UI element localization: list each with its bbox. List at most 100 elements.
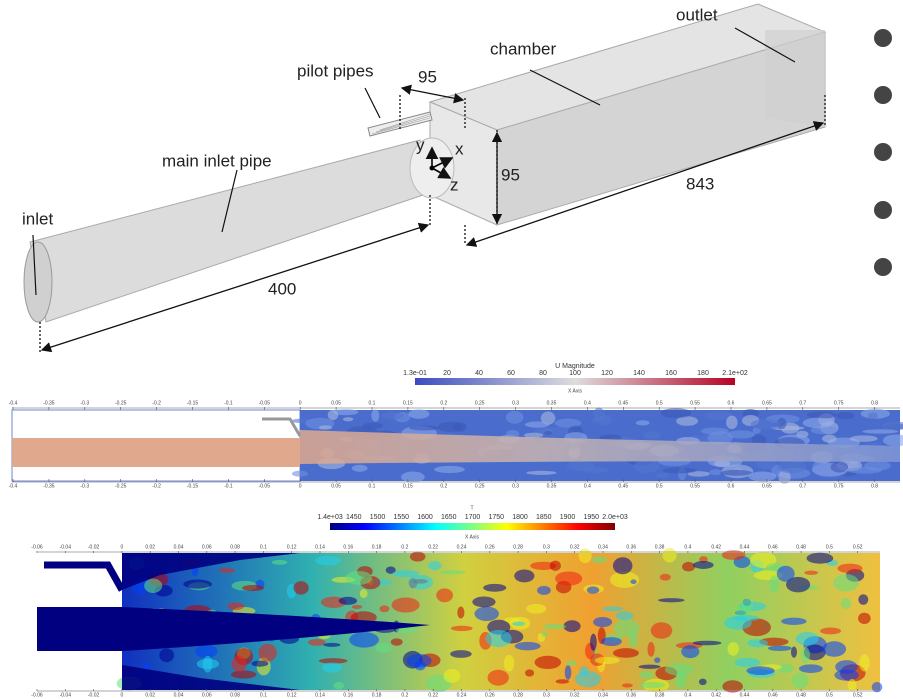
texture	[709, 469, 722, 475]
texture	[504, 655, 514, 672]
axis-tick-label: -0.02	[88, 692, 100, 698]
texture	[535, 656, 562, 669]
texture	[751, 419, 782, 430]
label: inlet	[22, 209, 53, 228]
texture	[602, 606, 623, 611]
texture	[591, 556, 607, 563]
axis-tick-label: 0.3	[543, 692, 550, 698]
texture	[634, 460, 660, 473]
texture	[601, 637, 622, 646]
texture	[643, 432, 660, 440]
texture	[647, 642, 654, 657]
axis-tick-label: 0.65	[762, 483, 772, 489]
texture	[556, 679, 569, 683]
texture	[656, 473, 669, 478]
texture	[450, 650, 472, 658]
axis-tick-label: 0.28	[513, 692, 523, 698]
texture	[714, 460, 730, 467]
axis-tick-label: -0.3	[80, 400, 89, 406]
colorbar-label: 1950	[583, 514, 599, 521]
texture	[836, 412, 854, 419]
texture	[360, 589, 368, 598]
texture	[681, 645, 699, 658]
axis-tick-label: 0.6	[728, 483, 735, 489]
axis-tick-label: 0.52	[853, 544, 863, 550]
axis-label: x	[455, 139, 464, 158]
texture	[506, 411, 524, 424]
axis-tick-label: -0.3	[80, 483, 89, 489]
texture	[663, 467, 697, 473]
texture	[349, 632, 379, 648]
axis-tick-label: 0.3	[543, 544, 550, 550]
axis-tick-label: -0.15	[187, 400, 199, 406]
texture	[847, 467, 882, 474]
texture	[582, 467, 609, 472]
axis-tick-label: -0.05	[259, 400, 271, 406]
axis-tick-label: 0.1	[369, 483, 376, 489]
texture	[525, 669, 534, 676]
page: outlet chamber pilot pipes 95 95 843 mai…	[0, 0, 903, 699]
axis-tick-label: 0.35	[547, 400, 557, 406]
axis-tick-label: 0	[299, 400, 302, 406]
axis-tick-label: 0.24	[457, 692, 467, 698]
dimension-label: 843	[686, 174, 714, 193]
axis-tick-label: -0.06	[31, 544, 43, 550]
colorbar-label: 100	[569, 370, 581, 377]
colorbar-label: 1500	[370, 514, 386, 521]
axis-tick-label: -0.2	[152, 400, 161, 406]
label: pilot pipes	[297, 61, 374, 80]
texture	[777, 566, 795, 582]
texture	[328, 410, 339, 420]
texture	[451, 626, 473, 631]
texture	[590, 634, 597, 651]
texture	[792, 673, 809, 689]
axis-tick-label: 0.42	[711, 692, 721, 698]
axis-tick-label: 0.75	[834, 400, 844, 406]
texture	[443, 669, 460, 683]
texture	[440, 570, 466, 574]
axis-label: y	[416, 135, 425, 154]
axis-tick-label: 0.05	[331, 483, 341, 489]
texture	[512, 621, 525, 626]
texture	[231, 670, 257, 678]
texture	[408, 575, 433, 590]
colorbar-label: 140	[633, 370, 645, 377]
texture	[820, 628, 841, 635]
texture	[622, 683, 633, 687]
colorbar-label: 1650	[441, 514, 457, 521]
texture	[658, 598, 685, 602]
texture	[587, 586, 599, 593]
axis-tick-label: 0.04	[174, 692, 184, 698]
axis-tick-label: 0.6	[728, 400, 735, 406]
axis-tick-label: 0.8	[871, 400, 878, 406]
axis-tick-label: 0.16	[343, 544, 353, 550]
colorbar	[415, 378, 735, 385]
texture	[488, 670, 509, 686]
texture	[415, 661, 426, 671]
axis-tick-label: -0.35	[43, 483, 55, 489]
texture	[724, 616, 751, 630]
dimension-label: 95	[501, 165, 520, 184]
texture	[613, 557, 633, 574]
texture	[457, 607, 464, 619]
axis-tick-label: 0.38	[655, 692, 665, 698]
axis-title: X Axis	[465, 534, 479, 540]
axis-tick-label: 0.3	[512, 483, 519, 489]
colorbar-label: 180	[697, 370, 709, 377]
texture	[850, 435, 878, 442]
axis-tick-label: 0.14	[315, 692, 325, 698]
texture	[409, 425, 439, 430]
axis-tick-label: -0.1	[224, 400, 233, 406]
texture	[746, 666, 774, 675]
axis-tick-label: 0.1	[260, 544, 267, 550]
texture	[735, 658, 761, 667]
colorbar-label: 20	[443, 370, 451, 377]
colorbar-label: 60	[507, 370, 515, 377]
dimension-label: 400	[268, 279, 296, 298]
texture	[537, 586, 551, 595]
texture	[803, 418, 835, 429]
texture	[639, 682, 665, 688]
axis-tick-label: 0.5	[826, 544, 833, 550]
texture	[722, 550, 746, 560]
